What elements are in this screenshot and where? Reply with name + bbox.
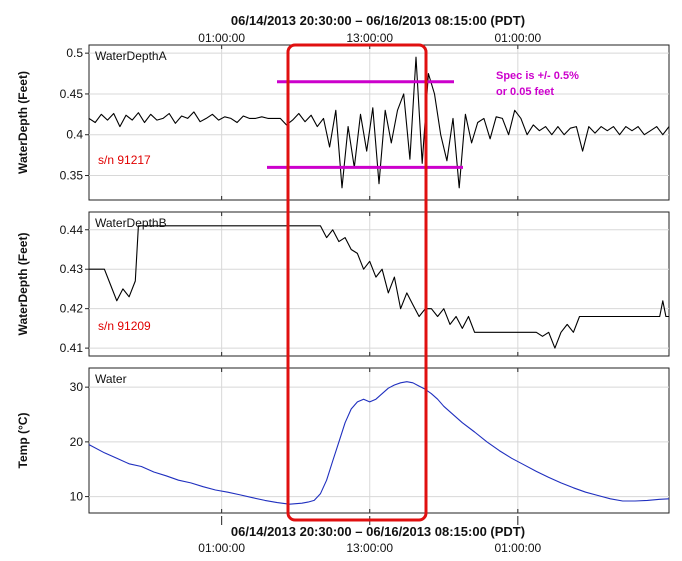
- panels: 0.5 0.45 0.4 0.35 WaterDepth (Feet) WaterDept…: [16, 44, 670, 514]
- y-tick-label: 0.45: [60, 87, 84, 101]
- plot-frame: [88, 367, 670, 514]
- serial-a-label: s/n 91217: [98, 153, 151, 167]
- y-axis-label: WaterDepth (Feet): [16, 233, 30, 336]
- y-axis-label: Temp (°C): [16, 413, 30, 469]
- y-tick-label: 0.5: [66, 46, 83, 60]
- y-tick-label: 0.43: [60, 262, 84, 276]
- serial-b-label: s/n 91209: [98, 319, 151, 333]
- highlight-box: [286, 43, 428, 522]
- y-tick-label: 0.42: [60, 302, 84, 316]
- x-tick-label-top: 01:00:00: [198, 31, 245, 45]
- spec-note-line2: or 0.05 feet: [496, 86, 554, 98]
- y-axis-label: WaterDepth (Feet): [16, 71, 30, 174]
- plot-frame: [88, 211, 670, 357]
- x-tick-label-top: 01:00:00: [494, 31, 541, 45]
- y-tick-label: 0.4: [66, 128, 83, 142]
- series-name-label: WaterDepthB: [95, 216, 167, 230]
- range-title-top: 06/14/2013 20:30:00 – 06/16/2013 08:15:0…: [231, 13, 525, 28]
- x-tick-label-bottom: 01:00:00: [494, 541, 541, 555]
- y-tick-label: 20: [70, 435, 84, 449]
- y-tick-label: 0.44: [60, 223, 84, 237]
- annotations-layer: 01:00:00 01:00:00 13:00:00 13:00:00 01:00:00…: [198, 31, 541, 555]
- y-tick-label: 0.35: [60, 169, 84, 183]
- series-line-WaterDepthA: [88, 56, 670, 189]
- series-name-label: WaterDepthA: [95, 49, 167, 63]
- x-tick-label-bottom: 01:00:00: [198, 541, 245, 555]
- y-tick-label: 0.41: [60, 341, 84, 355]
- y-tick-label: 10: [70, 490, 84, 504]
- range-title-bottom: 06/14/2013 20:30:00 – 06/16/2013 08:15:0…: [231, 524, 525, 539]
- x-tick-label-top: 13:00:00: [346, 31, 393, 45]
- panel-3: 30 20 10 Temp (°C) Water: [16, 367, 670, 514]
- series-name-label: Water: [95, 372, 127, 386]
- panel-1: 0.5 0.45 0.4 0.35 WaterDepth (Feet) WaterDept…: [16, 44, 670, 201]
- panel-2: 0.44 0.43 0.42 0.41 WaterDepth (Feet) WaterDe…: [16, 211, 670, 357]
- plot-frame: [88, 44, 670, 201]
- y-tick-label: 30: [70, 380, 84, 394]
- x-tick-label-bottom: 13:00:00: [346, 541, 393, 555]
- spec-note-line1: Spec is +/- 0.5%: [496, 70, 579, 82]
- series-line-Water: [88, 381, 670, 505]
